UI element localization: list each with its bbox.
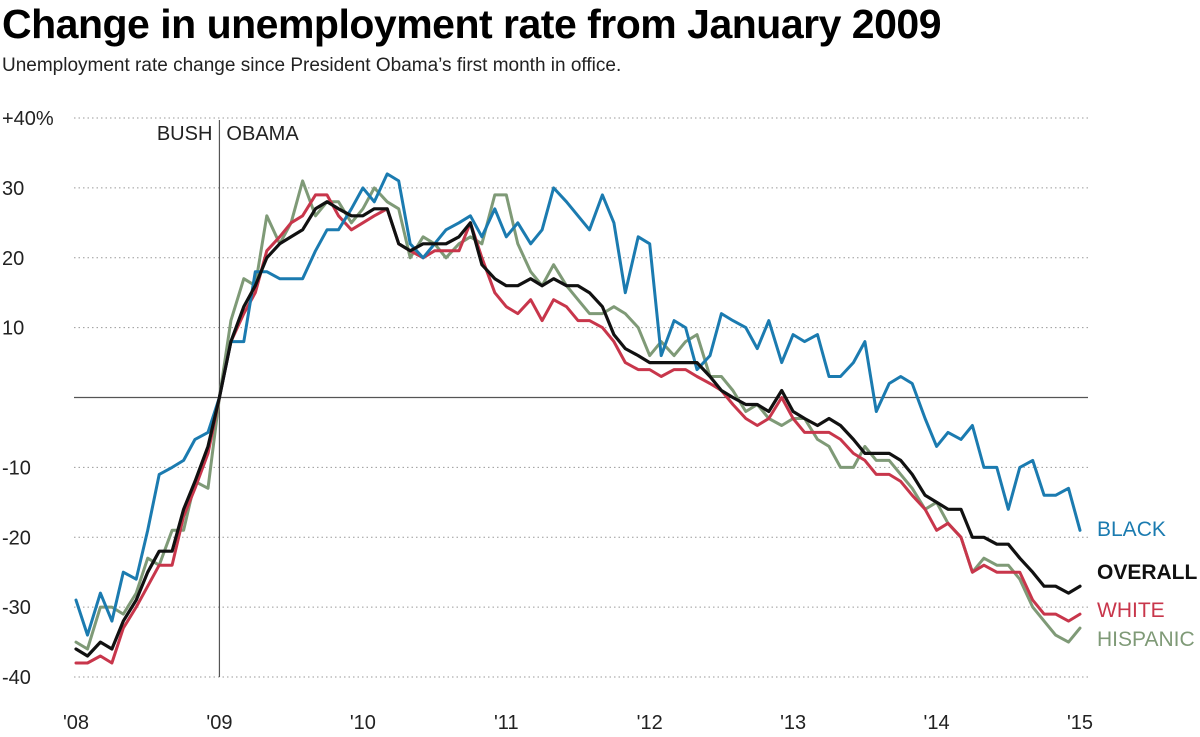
x-tick-label: '14 [924, 712, 950, 734]
x-tick-label: '10 [350, 712, 376, 734]
x-tick-label: '12 [637, 712, 663, 734]
y-tick-label: -30 [2, 597, 31, 619]
era-labels: BUSH OBAMA [157, 123, 299, 145]
x-tick-label: '15 [1067, 712, 1093, 734]
era-label-bush: BUSH [157, 123, 213, 145]
chart-subtitle: Unemployment rate change since President… [2, 55, 622, 76]
series-label-overall: OVERALL [1097, 561, 1198, 584]
series-labels: HISPANIC WHITE BLACK OVERALL [1097, 518, 1198, 651]
series-lines [74, 172, 1082, 665]
y-tick-label: 20 [2, 248, 24, 270]
y-tick-label: -40 [2, 667, 31, 689]
y-tick-label: -20 [2, 527, 31, 549]
axes [74, 120, 1088, 677]
era-label-obama: OBAMA [226, 123, 299, 145]
y-tick-label: -10 [2, 457, 31, 479]
x-tick-label: '08 [63, 712, 89, 734]
series-label-black: BLACK [1097, 518, 1166, 541]
series-label-hispanic: HISPANIC [1097, 628, 1195, 651]
x-axis-ticks: '08 '09 '10 '11 '12 '13 '14 '15 [63, 712, 1093, 734]
x-tick-label: '11 [494, 712, 519, 734]
series-label-white: WHITE [1097, 599, 1165, 622]
series-line-black [74, 172, 1082, 637]
x-tick-label: '13 [780, 712, 806, 734]
series-line-white [74, 193, 1082, 665]
y-tick-label: 10 [2, 318, 24, 340]
series-line-overall [74, 200, 1082, 658]
y-axis-ticks: +40% 30 20 10 -10 -20 -30 -40 [2, 108, 54, 689]
y-tick-label: +40% [2, 108, 54, 130]
chart-title: Change in unemployment rate from January… [2, 1, 942, 47]
y-tick-label: 30 [2, 178, 24, 200]
x-tick-label: '09 [206, 712, 232, 734]
series-line-hispanic [74, 179, 1082, 651]
